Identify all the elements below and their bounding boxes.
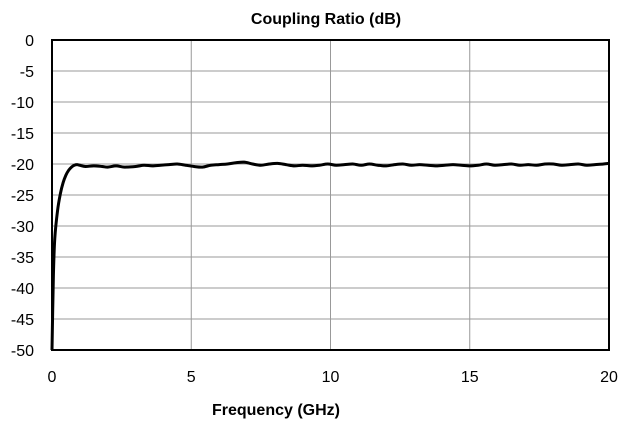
y-tick-label: -20	[11, 157, 34, 174]
chart-title: Coupling Ratio (dB)	[251, 11, 401, 28]
y-tick-label: -45	[11, 312, 34, 329]
series-line-group	[50, 160, 610, 351]
plot-frame	[51, 39, 610, 351]
grid	[51, 39, 610, 351]
y-tick-label: -5	[20, 64, 34, 81]
series-line-0	[50, 160, 610, 351]
x-tick-label: 10	[322, 369, 340, 386]
x-tick-label: 0	[48, 369, 57, 386]
y-tick-label: -50	[11, 343, 34, 360]
y-tick-label: -15	[11, 126, 34, 143]
x-tick-label: 5	[187, 369, 196, 386]
x-tick-label: 20	[600, 369, 618, 386]
y-tick-label: -10	[11, 95, 34, 112]
x-axis-ticks: 0 5 10 15 20	[48, 369, 618, 386]
y-tick-label: -30	[11, 219, 34, 236]
x-tick-label: 15	[461, 369, 479, 386]
y-tick-label: -25	[11, 188, 34, 205]
y-tick-label: 0	[25, 33, 34, 50]
y-tick-label: -40	[11, 281, 34, 298]
y-axis-ticks: 0 -5 -10 -15 -20 -25 -30 -35 -40 -45 -50	[11, 33, 34, 360]
x-axis-label: Frequency (GHz)	[212, 402, 340, 419]
y-tick-label: -35	[11, 250, 34, 267]
